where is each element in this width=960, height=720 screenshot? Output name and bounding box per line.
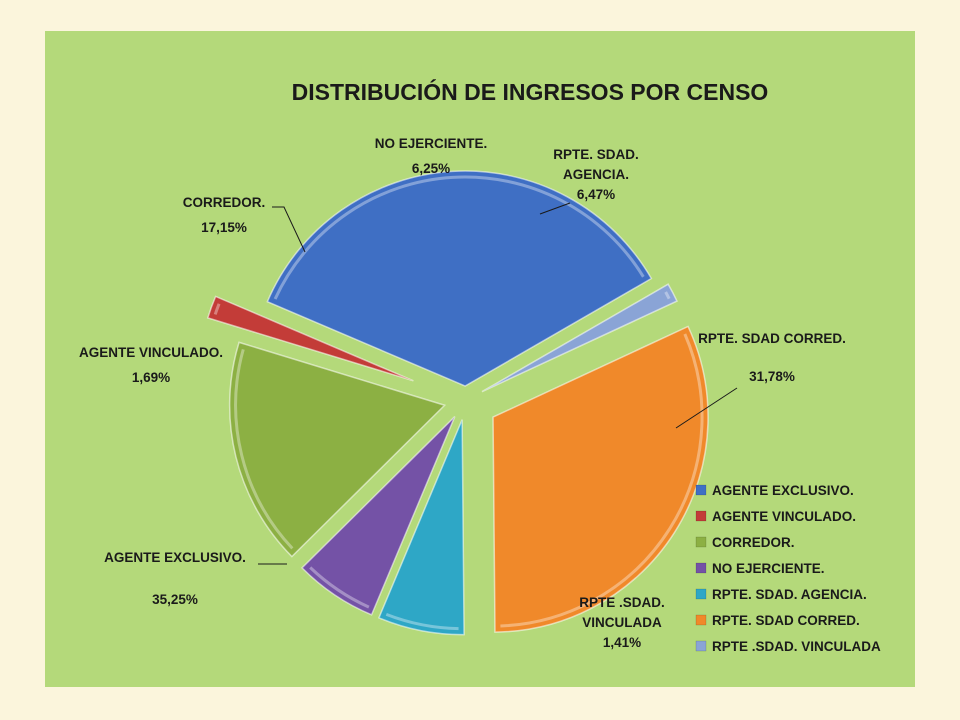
pie-slice-bevel xyxy=(385,612,459,631)
legend-swatch-rpte-sdad-agencia xyxy=(695,588,707,600)
leader-line-rpte-sdad-agencia xyxy=(539,202,571,215)
pie-slice-bevel xyxy=(500,333,704,628)
pie-slice-no-ejerciente xyxy=(300,416,456,616)
legend-swatch-agente-vinculado xyxy=(695,510,707,522)
legend-swatch-agente-exclusivo xyxy=(695,484,707,496)
pie-slice-corredor xyxy=(228,341,447,558)
pie-slice-bevel xyxy=(664,291,671,300)
data-label-agente-exclusivo: AGENTE EXCLUSIVO. 35,25% xyxy=(104,550,246,607)
legend-swatch-corredor xyxy=(695,536,707,548)
pie-slice-bevel xyxy=(273,175,645,300)
slices-layer xyxy=(206,170,709,636)
pie-slice-bevel xyxy=(309,566,370,609)
legend-swatch-no-ejerciente xyxy=(695,562,707,574)
leader-line-corredor xyxy=(272,206,306,253)
pie-slice-bevel xyxy=(213,303,221,315)
legend-label-agente-exclusivo: AGENTE EXCLUSIVO. xyxy=(712,483,854,498)
data-label-rpte-sdad-vinculada: RPTE .SDAD. VINCULADA 1,41% xyxy=(579,595,665,650)
pie-slice-bevel xyxy=(234,348,294,550)
pie-slice-agente-vinculado xyxy=(206,295,414,382)
legend-label-rpte-sdad-vinculada: RPTE .SDAD. VINCULADA xyxy=(712,639,881,654)
chart-title: DISTRIBUCIÓN DE INGRESOS POR CENSO xyxy=(292,78,769,105)
data-label-rpte-sdad-corred: RPTE. SDAD CORRED. 31,78% xyxy=(698,331,846,384)
pie-slice-rpte-sdad-corred xyxy=(492,325,709,633)
data-label-rpte-sdad-agencia: RPTE. SDAD. AGENCIA. 6,47% xyxy=(553,147,639,202)
pie-slice-agente-exclusivo xyxy=(266,170,653,387)
legend-label-no-ejerciente: NO EJERCIENTE. xyxy=(712,561,825,576)
legend-swatch-rpte-sdad-corred xyxy=(695,614,707,626)
legend-label-corredor: CORREDOR. xyxy=(712,535,795,550)
labels-layer: AGENTE EXCLUSIVO. 35,25% AGENTE VINCULADO.… xyxy=(79,136,846,650)
data-label-corredor: CORREDOR. 17,15% xyxy=(183,195,266,235)
legend: AGENTE EXCLUSIVO. AGENTE VINCULADO. CORRED… xyxy=(695,483,881,654)
legend-label-rpte-sdad-agencia: RPTE. SDAD. AGENCIA. xyxy=(712,587,867,602)
pie-slice-rpte-sdad-agencia xyxy=(377,419,465,636)
legend-label-rpte-sdad-corred: RPTE. SDAD CORRED. xyxy=(712,613,860,628)
legend-label-agente-vinculado: AGENTE VINCULADO. xyxy=(712,509,856,524)
legend-swatch-rpte-sdad-vinculada xyxy=(695,640,707,652)
leaders-layer xyxy=(258,202,738,565)
data-label-agente-vinculado: AGENTE VINCULADO. 1,69% xyxy=(79,345,223,385)
leader-line-rpte-sdad-corred xyxy=(675,387,738,429)
pie-slice-rpte-sdad-vinculada xyxy=(481,283,678,393)
data-label-no-ejerciente: NO EJERCIENTE. 6,25% xyxy=(375,136,488,176)
